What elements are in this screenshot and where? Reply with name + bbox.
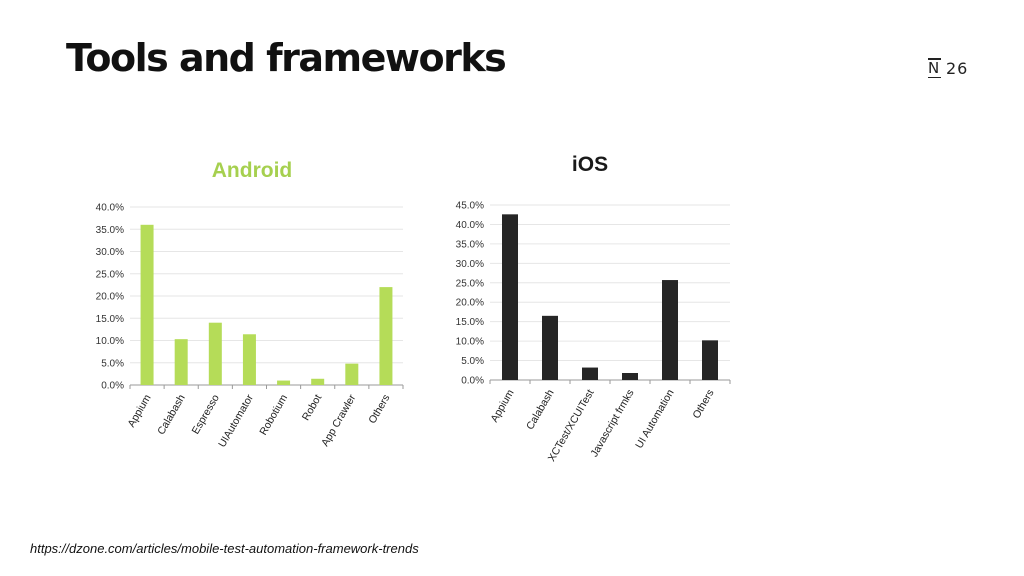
ios-bar <box>542 315 558 380</box>
ios-y-tick-label: 40.0% <box>456 220 484 231</box>
android-category-label: App Crawler <box>319 392 359 448</box>
ios-y-tick-label: 45.0% <box>456 201 484 212</box>
ios-y-tick-label: 20.0% <box>456 298 484 309</box>
android-bar <box>277 380 291 385</box>
ios-y-tick-label: 15.0% <box>456 317 484 328</box>
ios-y-tick-label: 35.0% <box>456 239 484 250</box>
android-y-tick-label: 25.0% <box>96 269 124 280</box>
ios-y-tick-label: 25.0% <box>456 278 484 289</box>
android-chart: Android 0.0% 5.0% 10.0% 15.0% 20.0% 25.0% 30.0%… <box>80 140 420 450</box>
ios-y-tick-label: 30.0% <box>456 259 484 270</box>
ios-bar <box>702 340 718 380</box>
page-number: 26 <box>946 58 969 78</box>
android-bar <box>311 378 325 385</box>
android-y-tick-label: 10.0% <box>96 336 124 347</box>
ios-category-label: Javascript frmks <box>588 388 636 460</box>
ios-bar <box>662 280 678 380</box>
android-y-tick-label: 35.0% <box>96 225 124 236</box>
android-y-tick-label: 0.0% <box>101 381 124 392</box>
android-bar <box>345 363 359 385</box>
android-y-tick-label: 5.0% <box>101 358 124 369</box>
ios-chart: iOS 0.0% 5.0% 10.0% 15.0% 20.0% 25.0% 30.0% 35.0… <box>430 140 750 470</box>
ios-chart-svg: iOS 0.0% 5.0% 10.0% 15.0% 20.0% 25.0% 30.0% 35.0… <box>456 153 731 464</box>
android-y-tick-label: 20.0% <box>96 292 124 303</box>
android-bar <box>379 287 393 385</box>
ios-category-label: UI Automation <box>633 387 676 450</box>
n26-logo-icon: N <box>928 58 942 78</box>
android-category-label: Calabash <box>155 392 188 437</box>
slide-title: Tools and frameworks <box>66 36 507 80</box>
android-bar <box>242 334 256 385</box>
android-bar <box>140 224 154 385</box>
ios-category-label: Others <box>690 388 716 421</box>
ios-chart-title: iOS <box>572 153 608 176</box>
ios-y-tick-label: 10.0% <box>456 337 484 348</box>
android-y-tick-label: 30.0% <box>96 247 124 258</box>
ios-y-tick-label: 0.0% <box>461 376 484 387</box>
ios-bar <box>622 373 638 380</box>
ios-y-tick-label: 5.0% <box>461 356 484 367</box>
android-bar <box>208 322 222 385</box>
android-category-label: Robotium <box>257 392 290 437</box>
ios-bar <box>582 367 598 380</box>
android-bar <box>174 339 188 385</box>
android-category-label: Espresso <box>190 392 222 436</box>
android-chart-title: Android <box>212 159 292 182</box>
android-category-label: Appium <box>125 392 153 429</box>
ios-category-label: Appium <box>488 387 516 424</box>
ios-bar <box>502 214 518 380</box>
android-category-label: UIAutomator <box>216 392 256 449</box>
logo-letter: N <box>928 59 940 77</box>
android-y-tick-label: 40.0% <box>96 203 124 214</box>
brand: N 26 <box>928 56 968 80</box>
android-y-tick-label: 15.0% <box>96 314 124 325</box>
android-category-label: Robot <box>300 392 324 422</box>
ios-category-label: Calabash <box>524 387 557 432</box>
android-category-label: Others <box>366 393 392 426</box>
android-chart-svg: Android 0.0% 5.0% 10.0% 15.0% 20.0% 25.0% 30.0%… <box>96 159 404 450</box>
source-link[interactable]: https://dzone.com/articles/mobile-test-a… <box>30 541 419 556</box>
